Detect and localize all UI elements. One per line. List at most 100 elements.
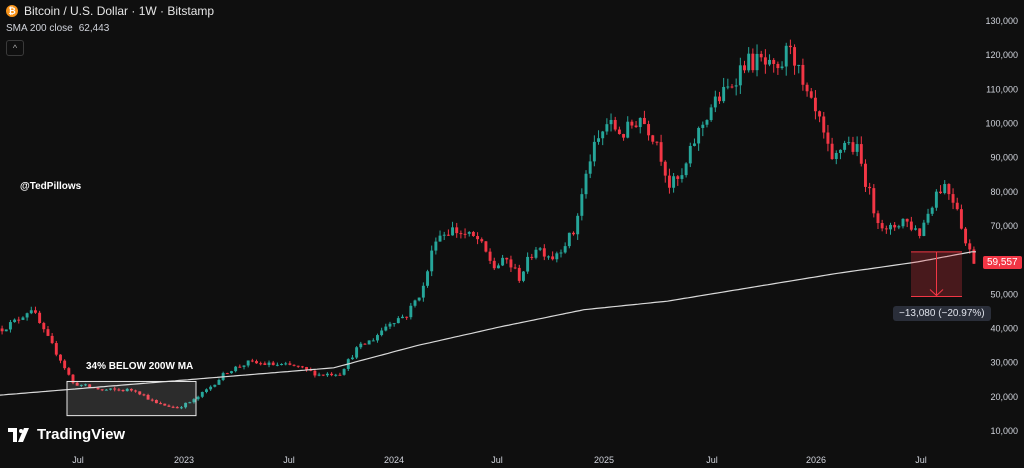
candle-body xyxy=(284,363,288,365)
annotation-label: 34% BELOW 200W MA xyxy=(86,361,194,372)
price-tick-label: 30,000 xyxy=(990,358,1018,368)
candle-body xyxy=(363,343,367,345)
candle-body xyxy=(109,388,112,390)
candle-body xyxy=(300,366,304,368)
candle-body xyxy=(71,374,75,383)
candle-body xyxy=(463,233,467,235)
candle-body xyxy=(763,57,767,65)
highlight-box xyxy=(66,380,197,417)
candle-body xyxy=(834,152,838,159)
price-tick-label: 120,000 xyxy=(985,50,1018,60)
tradingview-icon xyxy=(8,427,32,442)
candle-body xyxy=(755,53,759,71)
candle-body xyxy=(79,384,83,386)
candle-body xyxy=(838,149,842,153)
candle-body xyxy=(288,363,292,365)
author-watermark: @TedPillows xyxy=(20,181,82,192)
candle-body xyxy=(13,319,17,323)
candle-body xyxy=(196,396,200,400)
candle-body xyxy=(63,360,67,369)
candle-body xyxy=(772,59,776,64)
candle-body xyxy=(818,111,822,117)
candle-body xyxy=(467,231,471,234)
candle-body xyxy=(317,374,321,376)
candle-body xyxy=(280,364,283,366)
candle-body xyxy=(830,143,834,159)
candle-body xyxy=(738,65,742,86)
candle-body xyxy=(75,382,79,386)
candle-body xyxy=(430,250,434,272)
candle-body xyxy=(672,176,676,188)
candle-body xyxy=(50,335,54,344)
indicator-value: 62,443 xyxy=(78,23,110,34)
candle-body xyxy=(584,173,588,195)
candle-body xyxy=(776,63,780,69)
price-tick-label: 100,000 xyxy=(985,119,1018,129)
candle-body xyxy=(718,96,721,102)
candle-body xyxy=(459,233,463,235)
candle-body xyxy=(134,390,138,392)
candle-body xyxy=(259,363,263,365)
candle-body xyxy=(255,361,258,364)
candle-body xyxy=(793,47,797,66)
candle-body xyxy=(238,366,242,368)
candle-body xyxy=(538,248,542,250)
candle-body xyxy=(359,343,363,348)
candle-body xyxy=(129,388,133,391)
price-axis[interactable]: 130,000 120,000 110,000 100,000 90,000 80,000… xyxy=(976,0,1024,468)
candle-body xyxy=(350,357,354,360)
indicator-legend[interactable]: SMA 200 close 62,443 xyxy=(6,23,109,34)
price-tick-label: 10,000 xyxy=(990,426,1018,436)
candle-body xyxy=(972,249,976,264)
candle-body xyxy=(413,300,417,306)
candle-body xyxy=(325,373,329,376)
candle-body xyxy=(225,373,229,375)
candle-body xyxy=(121,389,125,392)
candle-body xyxy=(851,142,855,152)
candle-body xyxy=(446,234,450,236)
candle-body xyxy=(200,391,204,397)
candle-body xyxy=(797,64,801,66)
candle-body xyxy=(901,218,905,227)
candle-body xyxy=(230,371,233,374)
candle-body xyxy=(688,145,692,164)
candle-body xyxy=(250,360,254,362)
sma-200-line xyxy=(0,251,976,396)
candle-body xyxy=(663,161,667,176)
candle-body xyxy=(713,96,717,108)
candle-body xyxy=(4,329,8,332)
time-axis[interactable]: Jul 2023 Jul 2024 Jul 2025 Jul 2026 Jul xyxy=(72,455,927,465)
candle-body xyxy=(964,228,968,244)
tradingview-logo: TradingView xyxy=(8,426,125,443)
candle-body xyxy=(501,257,505,266)
candle-body xyxy=(405,316,409,318)
time-tick-label: 2023 xyxy=(174,455,194,465)
price-tick-label: 90,000 xyxy=(990,153,1018,163)
candle-body xyxy=(17,319,21,321)
candle-body xyxy=(726,86,730,88)
collapse-legend-button[interactable]: ^ xyxy=(6,40,24,56)
candle-body xyxy=(876,213,880,224)
candle-body xyxy=(780,66,784,69)
candle-body xyxy=(655,141,659,143)
symbol-header[interactable]: ₿ Bitcoin / U.S. Dollar · 1W · Bitstamp xyxy=(6,4,214,18)
candle-body xyxy=(175,407,179,409)
candle-body xyxy=(889,224,892,230)
candle-body xyxy=(29,310,33,314)
candle-body xyxy=(684,163,688,176)
candle-body xyxy=(530,256,534,258)
candle-body xyxy=(680,175,684,179)
candle-body xyxy=(117,389,121,391)
candle-body xyxy=(25,313,29,318)
candle-body xyxy=(505,257,509,260)
candle-body xyxy=(246,360,250,366)
candle-body xyxy=(551,256,555,260)
candle-body xyxy=(768,59,771,65)
candle-body xyxy=(651,135,655,142)
candle-body xyxy=(526,256,530,272)
candle-body xyxy=(426,271,429,286)
candle-body xyxy=(722,86,726,102)
candle-body xyxy=(188,402,192,404)
candle-body xyxy=(580,194,584,216)
